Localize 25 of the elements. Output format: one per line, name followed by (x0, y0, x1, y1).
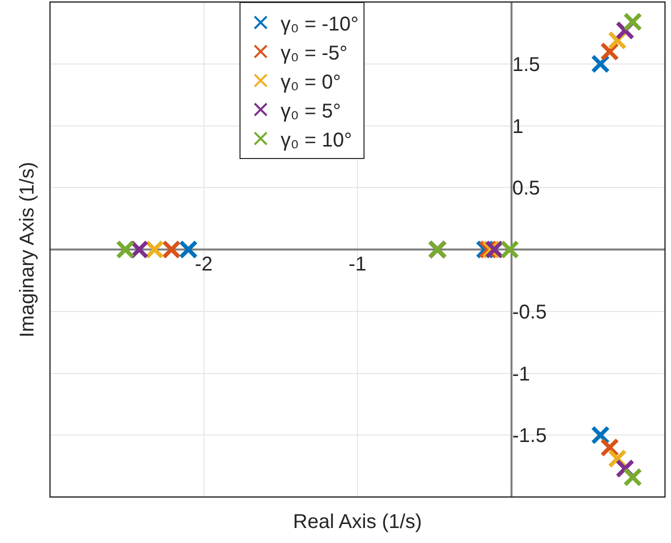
point (162, 240, 181, 259)
legend-label: γ₀ = 0° (280, 71, 341, 94)
point (116, 240, 135, 259)
point (145, 240, 164, 259)
point (600, 42, 620, 61)
y-tick-label: 1.5 (512, 54, 540, 76)
point (500, 240, 520, 259)
x-axis-title: Real Axis (1/s) (293, 511, 422, 533)
point (484, 240, 504, 259)
point (600, 438, 620, 457)
y-tick-label: -1 (512, 363, 530, 386)
legend-label: γ₀ = -10° (280, 13, 359, 36)
legend-label: γ₀ = 5° (280, 100, 341, 122)
y-axis-title: Imaginary Axis (1/s) (16, 162, 38, 338)
point (623, 12, 642, 32)
y-tick-label: 0.5 (512, 178, 540, 200)
y-tick-label: -1.5 (512, 425, 547, 448)
point (590, 426, 610, 445)
legend-label: γ₀ = -5° (280, 42, 348, 64)
point (623, 468, 642, 487)
y-tick-label: 1 (512, 116, 524, 138)
x-tick-label: -2 (194, 254, 213, 276)
legend-label: γ₀ = 10° (280, 129, 352, 152)
y-tick-label: -0.5 (512, 301, 547, 324)
point (590, 54, 610, 74)
